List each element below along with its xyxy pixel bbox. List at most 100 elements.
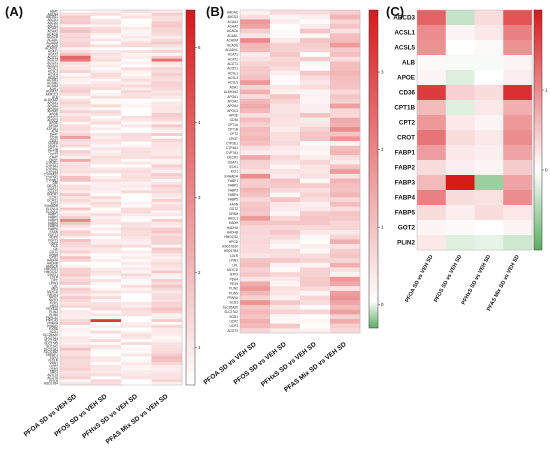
row-label: LIPC [51,279,59,283]
row-label: SLC25A20 [43,333,59,337]
heatmap-cell [90,118,122,122]
row-label: FABP3 [48,218,58,222]
colorbar-tick-label: 5 [198,45,201,50]
heatmap-cell [60,319,91,323]
heatmap-cell [330,286,361,292]
row-label: LPL [232,263,238,267]
heatmap-cell [300,225,331,231]
heatmap-cell [90,72,122,77]
heatmap-cell [330,173,361,179]
heatmap-cell [151,170,183,174]
row-label: HMGCS1 [44,267,58,271]
row-label: SLC27A2 [224,310,238,314]
row-label: FASN [230,202,239,206]
heatmap-cell [121,301,152,306]
heatmap-cell [330,304,361,310]
heatmap-cell [330,150,361,156]
row-label: FABP4 [48,221,58,225]
heatmap-cell [417,40,447,56]
heatmap-cell [445,160,475,176]
heatmap-cell [330,267,361,273]
heatmap-cell [270,103,301,109]
heatmap-cell [151,204,183,208]
heatmap-cell [151,18,183,22]
heatmap-cell [270,290,301,296]
heatmap-cell [60,279,91,283]
heatmap-cell [240,75,271,81]
heatmap-cell [240,183,271,189]
row-label: PEX11A [46,307,59,311]
heatmap-cell [121,218,152,223]
row-label: SCD1 [229,301,238,305]
heatmap-cell [300,328,331,334]
heatmap-cell [240,24,271,30]
heatmap-cell [330,225,361,231]
heatmap-cell [121,316,152,320]
heatmap-cell [121,144,152,148]
heatmap-cell [151,221,183,225]
heatmap-cell [151,239,183,243]
heatmap-cell [151,270,183,274]
heatmap-cell [121,98,152,102]
heatmap-cell [300,10,331,15]
heatmap-cell [240,150,271,156]
heatmap-cell [474,100,504,116]
heatmap-cell [121,270,152,274]
heatmap-cell [90,115,122,120]
heatmap-cell [503,220,533,236]
heatmap-cell [445,70,475,86]
heatmap-cell [270,145,301,151]
heatmap-cell [300,84,331,90]
row-label: ACOT4 [47,373,58,377]
heatmap-cell [330,239,361,245]
heatmap-cell [90,316,122,320]
heatmap-cell [240,52,271,58]
heatmap-cell [60,153,91,157]
heatmap-cell [90,218,122,223]
heatmap-cell [151,93,183,97]
heatmap-cell [240,220,271,226]
heatmap-cell [330,215,361,221]
heatmap-cell [300,19,331,25]
heatmap-cell [330,66,361,72]
row-label: ECH1 [229,165,238,169]
row-label: GOT2 [49,250,58,254]
heatmap-cell [90,379,122,383]
row-label: ACACA [227,29,239,33]
row-label: SLC27A1 [44,336,58,340]
heatmap-cell [90,216,122,220]
heatmap-cell [121,221,152,225]
heatmap-cell [240,141,271,147]
row-label: NR1I3 [49,299,58,303]
heatmap-cell [503,70,533,86]
heatmap-cell [445,205,475,221]
heatmap-cell [240,248,271,254]
heatmap-cell [90,187,122,191]
heatmap-cell [60,198,91,203]
row-label: SLCO1B2 [44,350,59,354]
row-label: HSD17B4 [224,249,238,253]
heatmap-cell [330,206,361,212]
heatmap-cell [270,295,301,301]
heatmap-cell [270,56,301,62]
heatmap-cell [330,145,361,151]
heatmap-cell [240,318,271,324]
heatmap-cell [330,89,361,95]
heatmap-cell [240,328,271,334]
heatmap-cell [60,164,91,168]
heatmap-cell [60,344,91,349]
heatmap-cell [270,215,301,221]
row-label: ACOX1 [47,61,58,65]
heatmap-cell [121,198,152,203]
heatmap-cell [90,201,122,205]
row-label: CPT1A [48,147,59,151]
heatmap-cell [300,314,331,320]
heatmap-cell [60,10,91,14]
heatmap-cell [90,90,122,94]
heatmap-cell [90,370,122,374]
heatmap-cell [417,100,447,116]
heatmap-cell [151,339,183,343]
heatmap-cell [60,322,91,326]
heatmap-cell [240,234,271,240]
heatmap-cell [330,187,361,193]
